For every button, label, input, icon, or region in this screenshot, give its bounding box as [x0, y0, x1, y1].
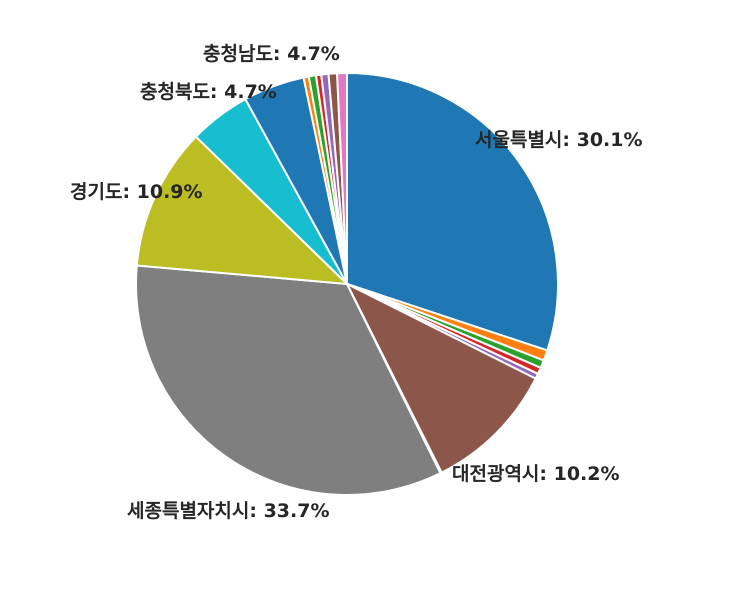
pie-slice-8	[135, 135, 348, 285]
slice-label-chungcheongnam: 충청남도: 4.7%	[203, 43, 340, 65]
slice-label-gyeonggi: 경기도: 10.9%	[70, 181, 203, 203]
pie-slice-5	[346, 283, 537, 474]
slice-label-seoul: 서울특별시: 30.1%	[475, 129, 643, 151]
pie-slice-0	[346, 72, 559, 352]
slice-label-chungcheongbuk: 충청북도: 4.7%	[140, 81, 277, 103]
slice-label-daejeon: 대전광역시: 10.2%	[452, 463, 620, 485]
pie-slice-7	[135, 264, 442, 496]
slice-label-sejong: 세종특별자치시: 33.7%	[127, 500, 330, 522]
pie-slice-16	[336, 71, 348, 285]
